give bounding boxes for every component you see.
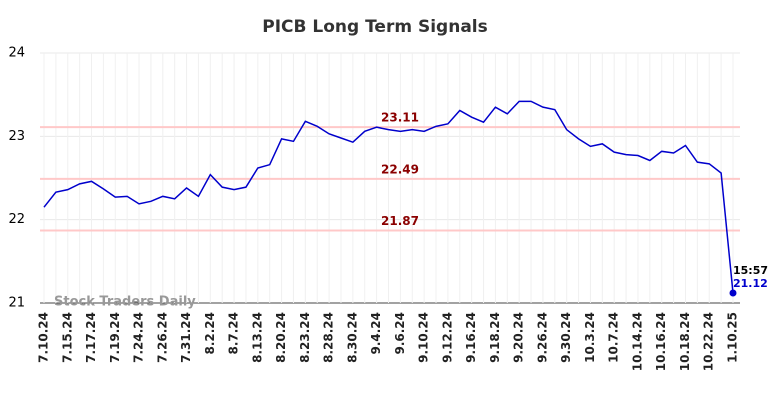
- x-tick-label: 7.31.24: [179, 312, 193, 363]
- x-tick-label: 8.7.24: [227, 312, 241, 355]
- x-tick-label: 8.2.24: [203, 312, 217, 355]
- x-tick-label: 7.15.24: [60, 312, 74, 363]
- x-tick-label: 10.18.24: [678, 312, 692, 371]
- chart-title: PICB Long Term Signals: [262, 17, 487, 37]
- x-tick-label: 9.10.24: [417, 312, 431, 363]
- signal-label: 21.87: [381, 214, 419, 228]
- x-tick-label: 9.16.24: [464, 312, 478, 363]
- x-tick-label: 7.26.24: [155, 312, 169, 363]
- y-tick-label: 21: [8, 296, 25, 311]
- x-tick-label: 9.30.24: [559, 312, 573, 363]
- x-tick-label: 9.18.24: [488, 312, 502, 363]
- y-tick-label: 22: [8, 212, 25, 227]
- x-tick-label: 9.12.24: [440, 312, 454, 363]
- x-tick-label: 8.13.24: [250, 312, 264, 363]
- x-tick-label: 8.30.24: [345, 312, 359, 363]
- x-tick-label: 8.23.24: [298, 312, 312, 363]
- x-tick-label: 9.6.24: [393, 312, 407, 355]
- x-tick-label: 9.26.24: [535, 312, 549, 363]
- x-tick-label: 7.19.24: [108, 312, 122, 363]
- x-tick-label: 7.17.24: [84, 312, 98, 363]
- watermark: Stock Traders Daily: [54, 295, 196, 310]
- x-tick-label: 10.7.24: [607, 312, 621, 363]
- x-tick-label: 8.28.24: [322, 312, 336, 363]
- last-value: 21.12: [733, 277, 768, 290]
- x-tick-label: 9.20.24: [512, 312, 526, 363]
- last-point: [729, 289, 737, 297]
- x-tick-label: 8.20.24: [274, 312, 288, 363]
- x-tick-label: 9.4.24: [369, 312, 383, 355]
- signal-label: 22.49: [381, 162, 419, 176]
- last-time: 15:57: [733, 264, 768, 277]
- y-tick-label: 23: [8, 129, 25, 144]
- x-tick-label: 7.24.24: [132, 312, 146, 363]
- x-tick-label: 10.16.24: [654, 312, 668, 371]
- x-tick-label: 10.14.24: [630, 312, 644, 371]
- x-tick-label: 10.3.24: [583, 312, 597, 363]
- x-tick-label: 1.10.25: [726, 312, 740, 363]
- y-tick-label: 24: [8, 46, 25, 61]
- x-tick-label: 10.22.24: [702, 312, 716, 371]
- signal-label: 23.11: [381, 111, 419, 125]
- x-tick-label: 7.10.24: [37, 312, 51, 363]
- price-line: [43, 100, 734, 294]
